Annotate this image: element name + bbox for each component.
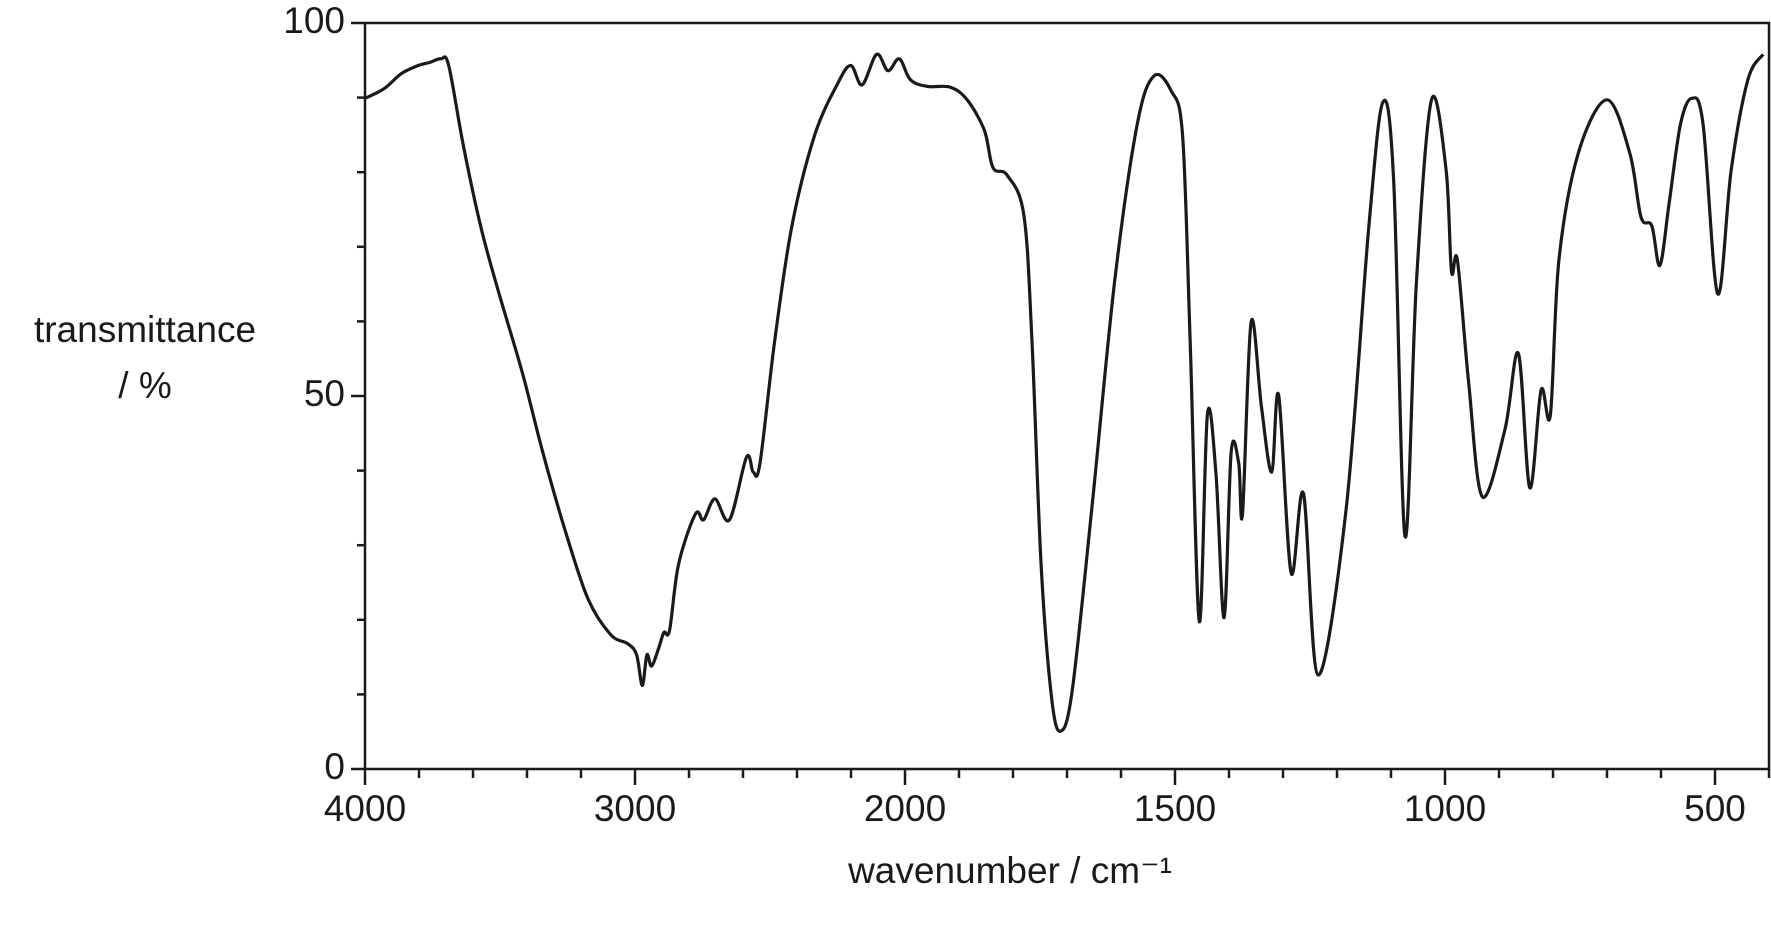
spectrum-line: [364, 52, 1765, 733]
x-axis-label: wavenumber / cm⁻¹: [847, 850, 1172, 891]
x-tick-label: 2000: [864, 788, 946, 829]
x-tick-label: 1500: [1134, 788, 1216, 829]
x-tick-label: 4000: [324, 788, 406, 829]
x-tick-label: 500: [1684, 788, 1746, 829]
plot-frame: [363, 21, 1771, 771]
y-tick-label: 0: [324, 746, 345, 787]
x-tick-label: 1000: [1404, 788, 1486, 829]
y-axis-label: / %: [118, 365, 171, 406]
x-tick-label: 3000: [594, 788, 676, 829]
y-tick-label: 100: [283, 0, 345, 41]
y-axis-label: transmittance: [34, 309, 256, 350]
y-tick-label: 50: [304, 373, 345, 414]
